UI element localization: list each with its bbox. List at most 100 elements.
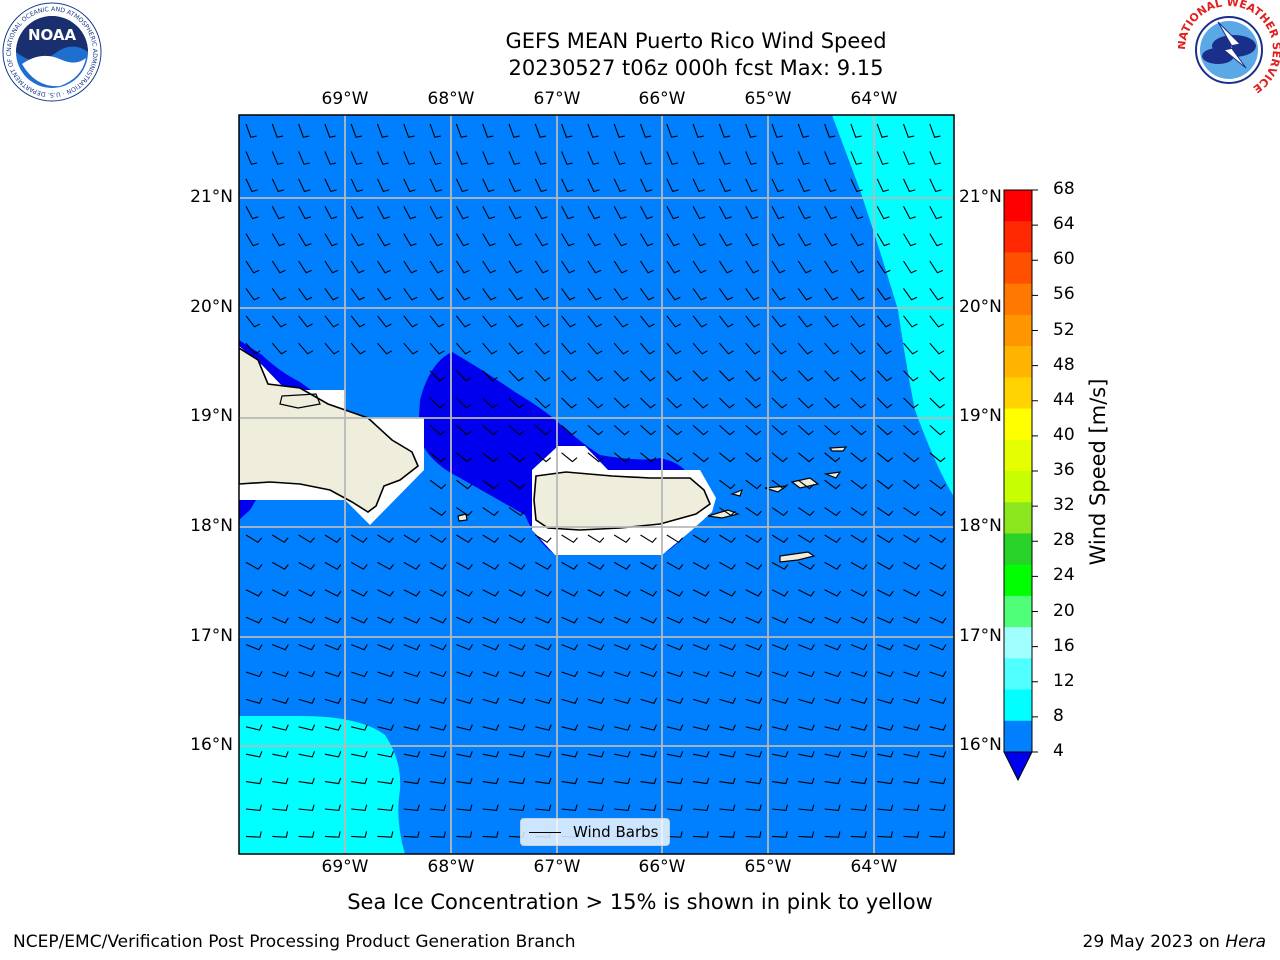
wind-barb [692, 370, 709, 382]
wind-barb [718, 233, 733, 247]
wind-barb [719, 697, 736, 704]
wind-barb [245, 233, 259, 247]
wind-barb [429, 342, 445, 355]
wind-barb [534, 452, 552, 463]
wind-barb [824, 751, 842, 758]
wind-barb [403, 205, 417, 220]
wind-barb [508, 616, 526, 624]
wind-barb [508, 589, 526, 597]
wind-barb [587, 342, 603, 355]
wind-barb [587, 370, 603, 382]
wind-barb [771, 205, 785, 220]
wind-barb [771, 288, 786, 301]
wind-barb [403, 616, 421, 624]
wind-barb [587, 777, 605, 785]
wind-barb [771, 804, 789, 811]
wind-barb [351, 751, 368, 758]
wind-barb [640, 233, 654, 247]
wind-barb [666, 233, 680, 247]
wind-barb [298, 205, 311, 220]
wind-barb [482, 315, 497, 328]
wind-barb [640, 288, 655, 301]
wind-barb [429, 670, 447, 678]
wind-barb [561, 370, 577, 382]
wind-barb [850, 507, 868, 517]
wind-barb [692, 644, 710, 651]
wind-barb [561, 123, 573, 138]
wind-barb [640, 589, 658, 597]
wind-barb [903, 424, 919, 436]
wind-barb [640, 724, 658, 731]
wind-barb [692, 724, 710, 731]
wind-barb [561, 452, 578, 463]
wind-barb [876, 479, 894, 490]
wind-barb [666, 424, 683, 436]
wind-barb [771, 561, 789, 570]
wind-barb [876, 315, 892, 328]
wind-barb [613, 260, 628, 274]
wind-barb [456, 534, 473, 544]
wind-barb [508, 644, 526, 651]
wind-barb [587, 288, 602, 301]
lon-label-bottom: 67°W [533, 857, 581, 877]
wind-barb [613, 178, 627, 193]
legend-label: Wind Barbs [573, 823, 659, 841]
wind-barb [824, 561, 842, 570]
wind-barb [351, 777, 368, 785]
wind-barb [455, 315, 471, 328]
wind-barb [456, 697, 473, 704]
wind-barb [614, 777, 631, 785]
wind-barb [719, 670, 736, 678]
lon-label-top: 64°W [850, 89, 898, 109]
wind-barb [508, 288, 523, 301]
lon-label-top: 68°W [427, 89, 475, 109]
wind-barb [587, 178, 600, 193]
wind-barb [508, 534, 526, 544]
colorbar-tick-label: 12 [1053, 670, 1075, 691]
wind-barb [587, 697, 605, 704]
wind-barb [482, 777, 499, 785]
wind-barb [929, 452, 946, 463]
wind-barb [797, 479, 815, 490]
colorbar-band [1004, 720, 1032, 753]
colorbar-tick-label: 44 [1053, 389, 1075, 410]
wind-barb [271, 342, 287, 355]
wind-barb [482, 260, 497, 274]
wind-barb [456, 831, 473, 838]
wind-barb [482, 697, 500, 704]
wind-barb [561, 233, 575, 247]
wind-barb [245, 670, 263, 678]
wind-barb [298, 534, 315, 544]
wind-barb [245, 616, 263, 624]
wind-barb [377, 670, 395, 678]
wind-barb [245, 724, 263, 731]
wind-barb [876, 123, 889, 138]
wind-barb [377, 342, 393, 355]
wind-barb [798, 831, 815, 838]
wind-barb [350, 288, 365, 301]
lon-label-bottom: 69°W [321, 857, 369, 877]
wind-barb [903, 644, 921, 651]
wind-barb [745, 123, 757, 138]
wind-barb [430, 804, 447, 811]
wind-barb [614, 697, 631, 704]
wind-barb [324, 205, 338, 220]
wind-barb [535, 561, 552, 570]
wind-barb [482, 561, 500, 570]
wind-barb [745, 342, 761, 355]
wind-barb [771, 777, 789, 785]
wind-barb [456, 644, 473, 651]
wind-barb [798, 561, 815, 570]
wind-barb [771, 831, 788, 838]
wind-barb [245, 697, 263, 704]
wind-barb [903, 315, 918, 328]
lon-label-bottom: 65°W [744, 857, 792, 877]
colorbar-band [1004, 627, 1032, 659]
wind-barb [298, 697, 316, 704]
wind-barb [298, 589, 316, 597]
wind-barb [797, 370, 814, 382]
wind-barb [745, 777, 762, 785]
wind-barb [245, 644, 263, 651]
wind-barb [745, 670, 763, 678]
lat-label-left: 17°N [190, 626, 233, 646]
